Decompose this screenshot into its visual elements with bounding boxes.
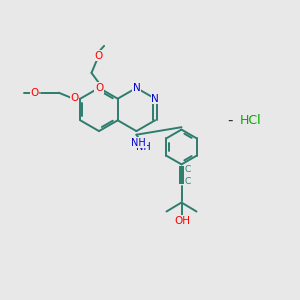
Text: C: C xyxy=(184,177,190,186)
Text: O: O xyxy=(70,93,78,103)
Text: OH: OH xyxy=(174,216,190,226)
Text: N: N xyxy=(133,83,140,93)
Text: O: O xyxy=(31,88,39,98)
Text: HCl: HCl xyxy=(240,113,262,127)
Text: O: O xyxy=(94,50,102,61)
Text: O: O xyxy=(95,83,103,93)
Text: N: N xyxy=(151,94,159,104)
Text: NH: NH xyxy=(131,137,146,148)
Text: C: C xyxy=(184,165,190,174)
Text: NH: NH xyxy=(136,142,151,152)
Text: -: - xyxy=(227,112,232,128)
